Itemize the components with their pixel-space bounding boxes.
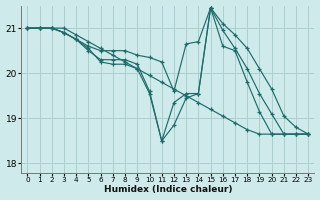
X-axis label: Humidex (Indice chaleur): Humidex (Indice chaleur) xyxy=(104,185,232,194)
